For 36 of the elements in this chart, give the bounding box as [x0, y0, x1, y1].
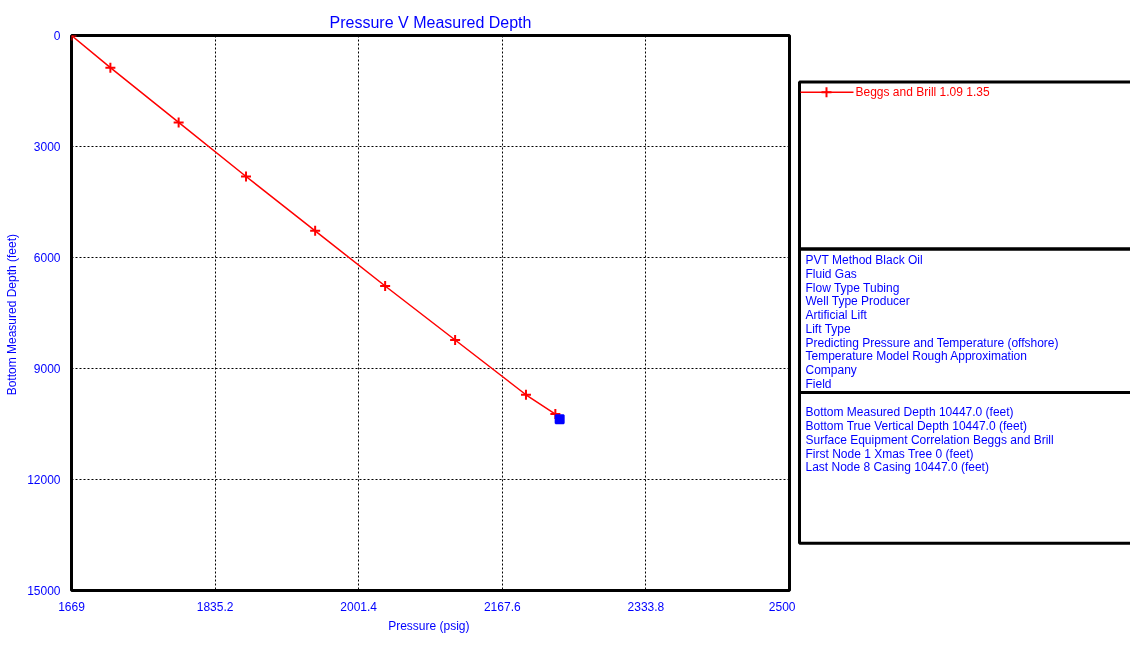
point	[309, 224, 322, 237]
y-tick-label: 0	[53, 29, 61, 43]
legend-label: Beggs and Brill 1.09 1.35	[855, 85, 990, 100]
text: Field	[805, 376, 832, 391]
x-tick-label: 1835.2	[196, 599, 234, 614]
y-tick-label: 3000	[33, 140, 61, 154]
x-tick-label: 2333.8	[627, 599, 665, 614]
y-tick-label: 6000	[33, 251, 61, 265]
x-tick-label: 1669	[58, 599, 86, 614]
x-tick-label: 2167.6	[483, 599, 521, 614]
text: Well Type Producer	[805, 294, 910, 309]
x-tick-label: 2500	[768, 599, 796, 614]
point	[519, 388, 532, 401]
text: Flow Type Tubing	[805, 280, 900, 295]
point	[554, 414, 565, 425]
text: Company	[805, 363, 857, 378]
text: Bottom Measured Depth 10447.0 (feet)	[805, 405, 1014, 420]
text: First Node 1 Xmas Tree 0 (feet)	[805, 446, 974, 461]
point	[172, 116, 185, 129]
x-tick-label: 2001.4	[340, 599, 378, 614]
y-tick-label: 15000	[27, 584, 61, 598]
chart-title: Pressure V Measured Depth	[329, 13, 532, 31]
text: Artificial Lift	[805, 308, 868, 323]
text: Temperature Model Rough Approximation	[805, 349, 1027, 364]
x-axis-title: Pressure (psig)	[388, 618, 470, 633]
text: Surface Equipment Correlation Beggs and Brill	[805, 432, 1054, 447]
text: Predicting Pressure and Temperature (offshore)	[805, 335, 1059, 350]
y-tick-label: 9000	[33, 362, 61, 376]
text: PVT Method Black Oil	[805, 253, 923, 268]
point	[104, 61, 117, 74]
text: Bottom True Vertical Depth 10447.0 (feet)	[805, 419, 1027, 434]
text: Fluid Gas	[805, 266, 857, 281]
y-tick-label: 12000	[27, 473, 61, 487]
text: Lift Type	[805, 321, 851, 336]
y-axis-title: Bottom Measured Depth (feet)	[5, 233, 20, 396]
text: Last Node 8 Casing 10447.0 (feet)	[805, 460, 989, 475]
